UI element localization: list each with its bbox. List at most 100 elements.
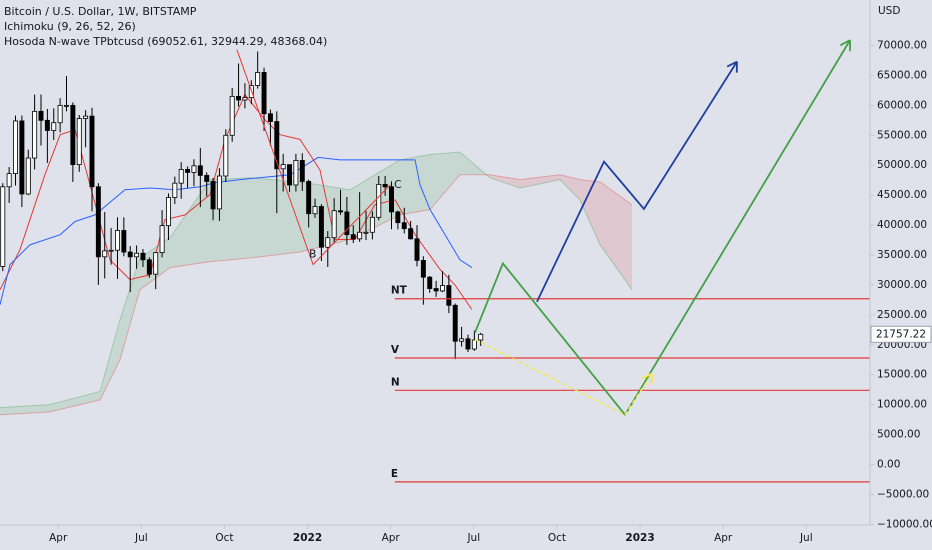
candle-body (76, 118, 82, 166)
candle-body (44, 119, 50, 131)
y-tick-label: 30000.00 (877, 279, 927, 291)
x-tick-label: 2023 (625, 532, 654, 544)
projection-arrowhead (839, 39, 851, 52)
cloud-segment (300, 181, 350, 253)
candle-body (25, 157, 31, 195)
candle-body (471, 339, 477, 350)
candle-body (127, 251, 133, 258)
last-price-tag (870, 325, 932, 343)
projection-line (474, 338, 653, 416)
nwave-level-label: V (391, 344, 400, 356)
candle-body (389, 186, 394, 213)
candle-body (325, 237, 331, 248)
candle-body (32, 110, 38, 159)
candle-body (293, 160, 299, 186)
plot-area: B C NT V N E (0, 39, 870, 483)
candle-body (115, 230, 120, 251)
currency-label: USD (878, 5, 900, 17)
candle-body (13, 120, 18, 175)
cloud-segment (489, 174, 521, 188)
projection-arrowhead (726, 60, 738, 73)
cloud-segment (400, 154, 431, 215)
candle-body (427, 276, 433, 289)
candle-body (344, 211, 350, 236)
candle-body (89, 115, 95, 188)
y-tick-label: 15000.00 (877, 369, 927, 381)
cloud-segment (600, 181, 632, 290)
candle-body (95, 186, 101, 258)
cloud-segment (559, 174, 580, 200)
candle-body (350, 234, 356, 240)
candle-body (70, 104, 76, 166)
candle-body (159, 225, 165, 254)
candle-body (459, 338, 465, 342)
cloud-segment (579, 179, 601, 245)
cloud-segment (0, 404, 50, 415)
y-tick-label: 35000.00 (877, 249, 927, 261)
x-tick-label: Jul (799, 532, 813, 544)
candle-body (108, 249, 114, 252)
candle-body (165, 197, 171, 227)
candle-body (299, 160, 305, 182)
y-tick-label: −5000.00 (877, 488, 929, 500)
candle-body (331, 210, 337, 239)
candle-body (153, 252, 159, 275)
candle-body (395, 211, 401, 224)
candle-body (280, 164, 286, 170)
cloud-segment (100, 319, 120, 400)
candle-body (414, 238, 420, 261)
candle-body (172, 182, 178, 198)
cloud-segment (459, 152, 490, 178)
x-tick-label: 2022 (293, 532, 322, 544)
candle-body (64, 104, 69, 107)
candle-body (51, 122, 57, 131)
candle-body (146, 259, 152, 275)
y-tick-label: 55000.00 (877, 129, 927, 141)
candle-body (369, 216, 375, 233)
candle-body (420, 260, 426, 278)
candle-body (134, 252, 140, 258)
nwave-level-label: N (391, 376, 400, 388)
cloud-segment (249, 177, 301, 259)
candle-body (274, 121, 280, 170)
candle-body (121, 230, 127, 253)
candle-body (197, 165, 203, 176)
candle-body (287, 164, 293, 186)
x-tick-label: Oct (548, 532, 566, 544)
y-tick-label: −10000.00 (877, 518, 932, 530)
candle-body (357, 231, 363, 240)
y-tick-label: 60000.00 (877, 99, 927, 111)
nwave-line (236, 49, 391, 266)
y-tick-label: 5000.00 (877, 429, 920, 441)
x-tick-label: Apr (49, 532, 68, 544)
candle-body (452, 304, 458, 342)
candle-body (191, 165, 197, 173)
y-tick-label: 65000.00 (877, 69, 927, 81)
candle-body (102, 250, 108, 258)
ichimoku-label: Ichimoku (9, 26, 52, 26) (4, 20, 136, 33)
projection-arrowhead (641, 372, 653, 385)
cloud-span-a (0, 151, 633, 409)
nwave-point-label: B (309, 249, 316, 261)
cloud-segment (119, 258, 140, 360)
candle-body (0, 186, 6, 267)
candle-body (382, 183, 388, 188)
cloud-segment (49, 391, 101, 412)
x-tick-label: Oct (215, 532, 233, 544)
candle-body (6, 173, 12, 188)
x-tick-label: Apr (382, 532, 401, 544)
candle-body (401, 222, 407, 230)
candle-body (178, 169, 184, 184)
nwave-level-label: NT (391, 285, 408, 297)
candle-body (83, 115, 89, 119)
x-tick-label: Jul (466, 532, 480, 544)
x-tick-label: Apr (714, 532, 733, 544)
candle-body (223, 134, 229, 177)
candle-body (185, 169, 191, 173)
cloud-segment (430, 152, 460, 210)
candle-body (440, 285, 445, 292)
candle-body (261, 72, 267, 115)
cloud-segment (520, 174, 560, 188)
candle-body (19, 120, 25, 195)
